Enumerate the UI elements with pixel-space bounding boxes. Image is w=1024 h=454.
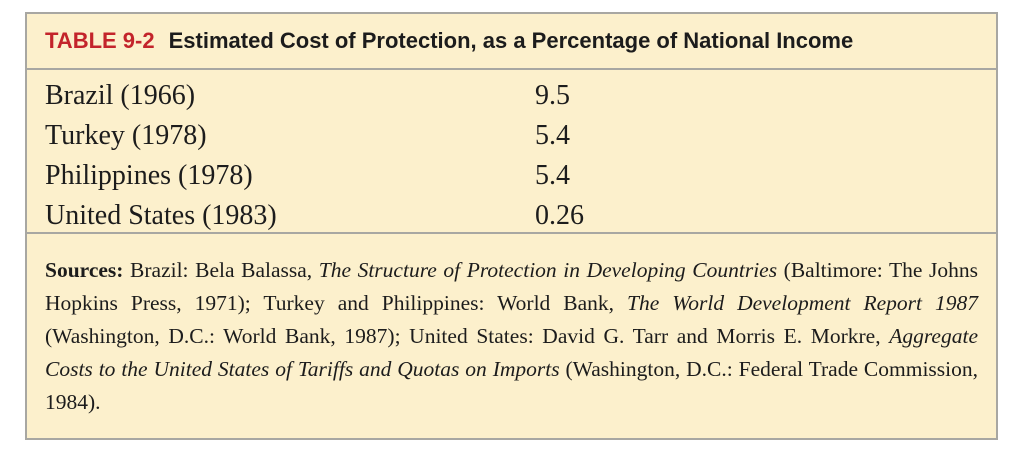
source-title-2: The World Development Report 1987 xyxy=(627,291,978,315)
table-label: TABLE 9-2 xyxy=(45,28,155,53)
table-title-row: TABLE 9-2 Estimated Cost of Protection, … xyxy=(27,14,996,70)
row-value: 9.5 xyxy=(535,80,570,111)
row-value: 5.4 xyxy=(535,160,570,191)
sources-note: Sources: Brazil: Bela Balassa, The Struc… xyxy=(45,254,978,419)
table-row: United States (1983) 0.26 xyxy=(45,196,978,236)
row-country: United States (1983) xyxy=(45,200,277,231)
source-title-1: The Structure of Protection in Developin… xyxy=(318,258,778,282)
table-box: TABLE 9-2 Estimated Cost of Protection, … xyxy=(25,12,998,440)
sources-text-3: (Washington, D.C.: World Bank, 1987); Un… xyxy=(45,324,890,348)
row-value: 5.4 xyxy=(535,120,570,151)
sources-text-2: (Baltimore: The Johns Hopkins Press, 197… xyxy=(45,258,978,315)
source-title-3: Aggregate Costs to the United States of … xyxy=(45,324,978,381)
table-row: Brazil (1966) 9.5 xyxy=(45,76,978,116)
sources-text-4: (Washington, D.C.: Federal Trade Commiss… xyxy=(45,357,978,414)
sources-text-1: Brazil: Bela Balassa, xyxy=(123,258,319,282)
row-country: Turkey (1978) xyxy=(45,120,207,151)
table-row: Turkey (1978) 5.4 xyxy=(45,116,978,156)
row-country: Philippines (1978) xyxy=(45,160,253,191)
table-row: Philippines (1978) 5.4 xyxy=(45,156,978,196)
sources-heading: Sources: xyxy=(45,258,124,282)
table-title: Estimated Cost of Protection, as a Perce… xyxy=(168,28,854,53)
table-body: Brazil (1966) 9.5 Turkey (1978) 5.4 Phil… xyxy=(27,70,996,234)
row-value: 0.26 xyxy=(535,200,584,231)
row-country: Brazil (1966) xyxy=(45,80,196,111)
